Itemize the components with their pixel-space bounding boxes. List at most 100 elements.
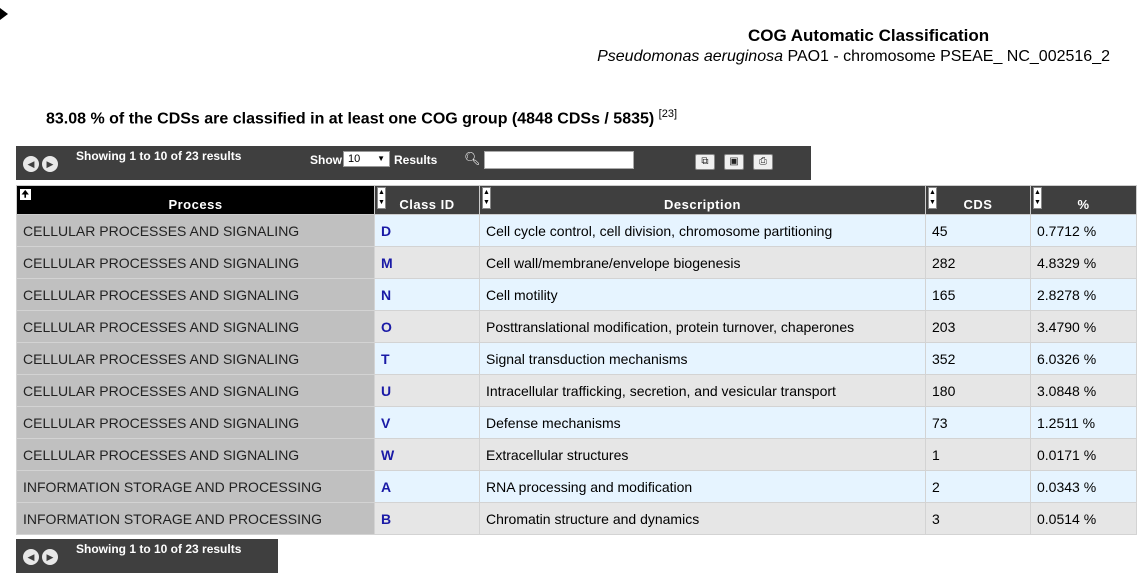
process-cell: CELLULAR PROCESSES AND SIGNALING [16, 342, 375, 375]
chevron-down-icon: ▼ [377, 154, 385, 163]
description-cell: Cell cycle control, cell division, chrom… [479, 214, 926, 247]
sort-icon[interactable]: ▲ ▼ [377, 187, 386, 209]
summary-reference[interactable]: [23] [658, 108, 678, 120]
description-cell: Signal transduction mechanisms [479, 342, 926, 375]
description-cell: RNA processing and modification [479, 470, 926, 503]
percent-cell: 3.0848 % [1030, 374, 1137, 407]
percent-cell: 3.4790 % [1030, 310, 1137, 343]
table-row: INFORMATION STORAGE AND PROCESSING A RNA… [16, 470, 1137, 503]
page-size-value: 10 [348, 153, 361, 165]
table-toolbar-top: ◀ ▶ Showing 1 to 10 of 23 results Show 1… [16, 146, 811, 180]
cds-cell: 180 [925, 374, 1031, 407]
save-icon[interactable]: ▣ [724, 154, 744, 170]
class-id-link[interactable]: B [374, 502, 480, 535]
percent-cell: 0.0343 % [1030, 470, 1137, 503]
cds-cell: 3 [925, 502, 1031, 535]
search-input[interactable] [484, 151, 634, 169]
table-row: CELLULAR PROCESSES AND SIGNALING D Cell … [16, 214, 1137, 247]
page-subtitle: Pseudomonas aeruginosa PAO1 - chromosome… [597, 47, 1110, 67]
organism-detail: PAO1 - chromosome PSEAE_ NC_002516_2 [787, 48, 1110, 65]
organism-name: Pseudomonas aeruginosa [597, 48, 783, 65]
column-header-process[interactable]: 🠉 Process [16, 185, 375, 215]
copy-icon[interactable]: ⧉ [695, 154, 715, 170]
summary-text: 83.08 % of the CDSs are classified in at… [46, 110, 655, 128]
sort-icon[interactable]: ▲ ▼ [1033, 187, 1042, 209]
class-id-link[interactable]: T [374, 342, 480, 375]
process-cell: CELLULAR PROCESSES AND SIGNALING [16, 438, 375, 471]
process-cell: CELLULAR PROCESSES AND SIGNALING [16, 246, 375, 279]
sort-icon[interactable]: ▲ ▼ [928, 187, 937, 209]
process-cell: INFORMATION STORAGE AND PROCESSING [16, 502, 375, 535]
search-icon: 🔍︎ [464, 151, 481, 166]
description-cell: Defense mechanisms [479, 406, 926, 439]
table-row: INFORMATION STORAGE AND PROCESSING B Chr… [16, 502, 1137, 535]
description-cell: Cell motility [479, 278, 926, 311]
sort-arrow-icon[interactable]: 🠉 [20, 189, 31, 200]
percent-cell: 2.8278 % [1030, 278, 1137, 311]
results-info: Showing 1 to 10 of 23 results [76, 149, 242, 163]
results-label: Results [394, 153, 438, 167]
percent-cell: 0.7712 % [1030, 214, 1137, 247]
class-id-link[interactable]: M [374, 246, 480, 279]
page-header: COG Automatic Classification Pseudomonas… [597, 26, 1110, 67]
percent-cell: 0.0514 % [1030, 502, 1137, 535]
process-cell: INFORMATION STORAGE AND PROCESSING [16, 470, 375, 503]
process-cell: CELLULAR PROCESSES AND SIGNALING [16, 374, 375, 407]
table-row: CELLULAR PROCESSES AND SIGNALING M Cell … [16, 246, 1137, 279]
expand-arrow-icon[interactable] [0, 8, 8, 20]
percent-cell: 1.2511 % [1030, 406, 1137, 439]
page-title: COG Automatic Classification [747, 26, 990, 45]
percent-cell: 6.0326 % [1030, 342, 1137, 375]
column-header-cds[interactable]: ▲ ▼ CDS [925, 185, 1031, 215]
sort-icon[interactable]: ▲ ▼ [482, 187, 491, 209]
class-id-link[interactable]: W [374, 438, 480, 471]
table-row: CELLULAR PROCESSES AND SIGNALING V Defen… [16, 406, 1137, 439]
process-cell: CELLULAR PROCESSES AND SIGNALING [16, 214, 375, 247]
table-row: CELLULAR PROCESSES AND SIGNALING U Intra… [16, 374, 1137, 407]
description-cell: Cell wall/membrane/envelope biogenesis [479, 246, 926, 279]
class-id-link[interactable]: D [374, 214, 480, 247]
arrow-right-icon[interactable]: ▶ [42, 156, 58, 172]
table-row: CELLULAR PROCESSES AND SIGNALING W Extra… [16, 438, 1137, 471]
table-body: CELLULAR PROCESSES AND SIGNALING D Cell … [16, 214, 1137, 535]
description-cell: Extracellular structures [479, 438, 926, 471]
class-id-link[interactable]: O [374, 310, 480, 343]
class-id-link[interactable]: U [374, 374, 480, 407]
class-id-link[interactable]: V [374, 406, 480, 439]
cog-table: 🠉 Process ▲ ▼ Class ID ▲ ▼ Description ▲ ▼ … [16, 185, 1137, 535]
percent-cell: 4.8329 % [1030, 246, 1137, 279]
description-cell: Intracellular trafficking, secretion, an… [479, 374, 926, 407]
column-header-description[interactable]: ▲ ▼ Description [479, 185, 926, 215]
cds-cell: 282 [925, 246, 1031, 279]
cds-cell: 73 [925, 406, 1031, 439]
table-toolbar-bottom: ◀ ▶ Showing 1 to 10 of 23 results [16, 539, 278, 573]
percent-cell: 0.0171 % [1030, 438, 1137, 471]
class-id-link[interactable]: N [374, 278, 480, 311]
results-info: Showing 1 to 10 of 23 results [76, 542, 242, 556]
process-cell: CELLULAR PROCESSES AND SIGNALING [16, 406, 375, 439]
column-header-percent[interactable]: ▲ ▼ % [1030, 185, 1137, 215]
print-icon[interactable]: ⎙ [753, 154, 773, 170]
table-row: CELLULAR PROCESSES AND SIGNALING O Postt… [16, 310, 1137, 343]
table-row: CELLULAR PROCESSES AND SIGNALING N Cell … [16, 278, 1137, 311]
cds-cell: 203 [925, 310, 1031, 343]
class-id-link[interactable]: A [374, 470, 480, 503]
cds-cell: 352 [925, 342, 1031, 375]
process-cell: CELLULAR PROCESSES AND SIGNALING [16, 310, 375, 343]
show-label: Show [310, 153, 342, 167]
column-header-class-id[interactable]: ▲ ▼ Class ID [374, 185, 480, 215]
classification-summary: 83.08 % of the CDSs are classified in at… [46, 108, 677, 128]
cds-cell: 2 [925, 470, 1031, 503]
process-cell: CELLULAR PROCESSES AND SIGNALING [16, 278, 375, 311]
cds-cell: 1 [925, 438, 1031, 471]
arrow-right-icon[interactable]: ▶ [42, 549, 58, 565]
table-row: CELLULAR PROCESSES AND SIGNALING T Signa… [16, 342, 1137, 375]
description-cell: Posttranslational modification, protein … [479, 310, 926, 343]
arrow-left-icon[interactable]: ◀ [23, 156, 39, 172]
cds-cell: 45 [925, 214, 1031, 247]
arrow-left-icon[interactable]: ◀ [23, 549, 39, 565]
description-cell: Chromatin structure and dynamics [479, 502, 926, 535]
cds-cell: 165 [925, 278, 1031, 311]
table-header-row: 🠉 Process ▲ ▼ Class ID ▲ ▼ Description ▲ ▼ … [16, 185, 1137, 215]
page-size-select[interactable]: 10 ▼ [343, 151, 390, 167]
